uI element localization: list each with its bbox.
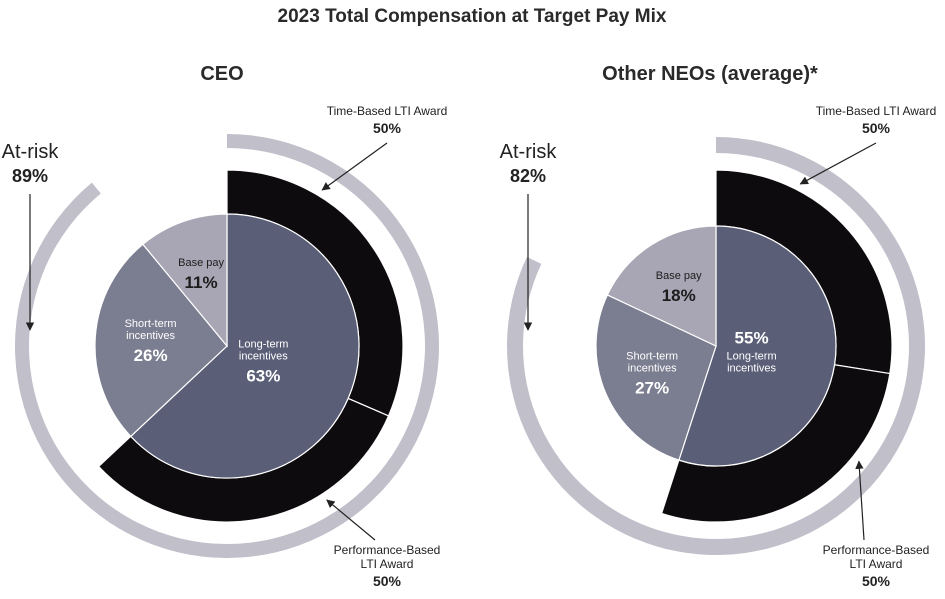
pie-slice-short-term [94, 243, 228, 438]
at-risk-label: At-risk [500, 141, 558, 163]
slice-label: Base pay [656, 270, 702, 282]
donut-chart-1: CEOLong-termincentives63%Short-termincen… [2, 63, 448, 589]
slice-label: incentives [239, 351, 288, 363]
performance-based-lti-percent: 50% [862, 573, 891, 589]
performance-based-lti-label: Performance-Based [823, 543, 930, 557]
slice-label: Base pay [178, 257, 224, 269]
chart-title: 2023 Total Compensation at Target Pay Mi… [278, 6, 667, 27]
time-based-lti-percent: 50% [373, 120, 402, 136]
slice-percent-label: 18% [662, 286, 696, 305]
slice-label: incentives [727, 363, 776, 375]
performance-based-lti-arrow [326, 499, 376, 541]
performance-based-lti-label: Performance-Based [334, 543, 441, 557]
pie-slice-long-term [129, 213, 360, 479]
performance-based-lti-label: LTI Award [850, 557, 903, 571]
performance-based-lti-arrow [855, 460, 865, 541]
slice-percent-label: 63% [246, 367, 280, 386]
time-based-lti-percent: 50% [862, 120, 891, 136]
pie-slice-base-pay [142, 213, 228, 348]
slice-percent-label: 26% [134, 346, 168, 365]
slice-percent-label: 55% [735, 329, 769, 348]
slice-label: incentives [628, 363, 677, 375]
slice-label: Short-term [626, 351, 678, 363]
performance-based-lti-percent: 50% [373, 573, 402, 589]
slice-label: incentives [126, 330, 175, 342]
chart-subtitle: Other NEOs (average)* [602, 63, 818, 85]
time-based-lti-label: Time-Based LTI Award [816, 104, 937, 118]
time-based-lti-arrow [799, 142, 877, 185]
pie-slice-long-term [678, 225, 837, 467]
at-risk-label: At-risk [2, 141, 60, 163]
time-based-lti-label: Time-Based LTI Award [327, 104, 448, 118]
chart-subtitle: CEO [200, 63, 243, 85]
slice-label: Long-term [238, 339, 288, 351]
slice-label: Short-term [125, 318, 177, 330]
charts-layer: CEOLong-termincentives63%Short-termincen… [2, 63, 937, 589]
at-risk-percent: 89% [12, 166, 48, 186]
performance-based-lti-label: LTI Award [361, 557, 414, 571]
at-risk-percent: 82% [510, 166, 546, 186]
time-based-lti-arrow [321, 142, 388, 191]
slice-percent-label: 11% [185, 273, 218, 292]
slice-label: Long-term [726, 351, 776, 363]
donut-chart-2: Other NEOs (average)*55%Long-termincenti… [500, 63, 937, 589]
pie-slice-short-term [595, 294, 717, 461]
pie-slice-base-pay [606, 225, 717, 347]
slice-percent-label: 27% [635, 379, 669, 398]
